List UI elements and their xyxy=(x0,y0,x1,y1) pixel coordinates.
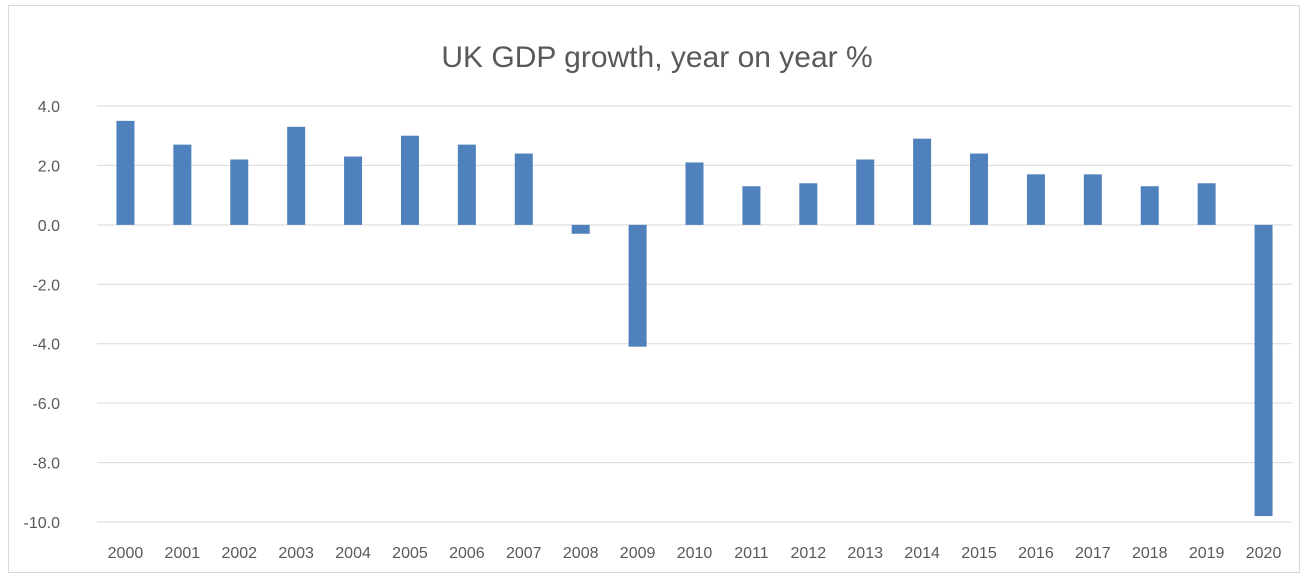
y-tick-label: -6.0 xyxy=(32,396,60,413)
bar-2015 xyxy=(970,153,989,225)
x-tick-label: 2012 xyxy=(791,545,827,562)
x-axis-tick-labels: 2000 2001 2002 2003 2004 2005 2006 2007 2008 2009… xyxy=(108,545,1282,562)
x-tick-label: 2004 xyxy=(335,545,371,562)
x-tick-label: 2010 xyxy=(677,545,713,562)
x-tick-label: 2016 xyxy=(1018,545,1054,562)
bar-2012 xyxy=(799,183,818,225)
y-tick-label: -2.0 xyxy=(32,277,60,294)
x-tick-label: 2001 xyxy=(165,545,201,562)
x-tick-label: 2013 xyxy=(847,545,883,562)
bar-2005 xyxy=(400,135,419,225)
bar-2006 xyxy=(457,144,476,225)
bar-2019 xyxy=(1197,183,1216,225)
bars xyxy=(116,120,1273,517)
y-tick-label: -8.0 xyxy=(32,456,60,473)
bar-2010 xyxy=(685,162,704,225)
x-tick-label: 2002 xyxy=(221,545,257,562)
bar-2003 xyxy=(287,126,306,225)
bar-2001 xyxy=(173,144,192,225)
y-tick-label: 4.0 xyxy=(38,99,60,116)
bar-2018 xyxy=(1140,186,1159,225)
bar-2013 xyxy=(856,159,875,225)
bar-2020 xyxy=(1254,224,1273,517)
chart-title: UK GDP growth, year on year % xyxy=(441,41,872,74)
y-tick-label: -10.0 xyxy=(24,515,61,532)
x-tick-label: 2006 xyxy=(449,545,485,562)
bar-2002 xyxy=(230,159,249,225)
x-tick-label: 2015 xyxy=(961,545,997,562)
bar-2014 xyxy=(913,138,932,225)
chart-frame xyxy=(8,5,1300,573)
bar-2016 xyxy=(1026,174,1045,225)
bar-2008 xyxy=(571,224,590,234)
y-axis-tick-labels: 4.0 2.0 0.0 -2.0 -4.0 -6.0 -8.0 -10.0 xyxy=(24,99,61,532)
x-tick-label: 2000 xyxy=(108,545,144,562)
y-tick-label: 2.0 xyxy=(38,158,60,175)
x-tick-label: 2008 xyxy=(563,545,599,562)
x-tick-label: 2011 xyxy=(734,545,769,562)
x-tick-label: 2017 xyxy=(1075,545,1111,562)
y-tick-label: 0.0 xyxy=(38,218,60,235)
bar-2017 xyxy=(1083,174,1102,225)
bar-2007 xyxy=(514,153,533,225)
bar-2011 xyxy=(742,186,761,225)
bar-2000 xyxy=(116,120,135,225)
bar-2009 xyxy=(628,224,647,347)
x-tick-label: 2009 xyxy=(620,545,656,562)
x-tick-label: 2003 xyxy=(278,545,314,562)
x-tick-label: 2019 xyxy=(1189,545,1225,562)
x-tick-label: 2020 xyxy=(1246,545,1282,562)
x-tick-label: 2018 xyxy=(1132,545,1168,562)
x-tick-label: 2007 xyxy=(506,545,542,562)
y-tick-label: -4.0 xyxy=(32,337,60,354)
x-tick-label: 2014 xyxy=(904,545,940,562)
bar-2004 xyxy=(344,156,363,225)
x-tick-label: 2005 xyxy=(392,545,428,562)
